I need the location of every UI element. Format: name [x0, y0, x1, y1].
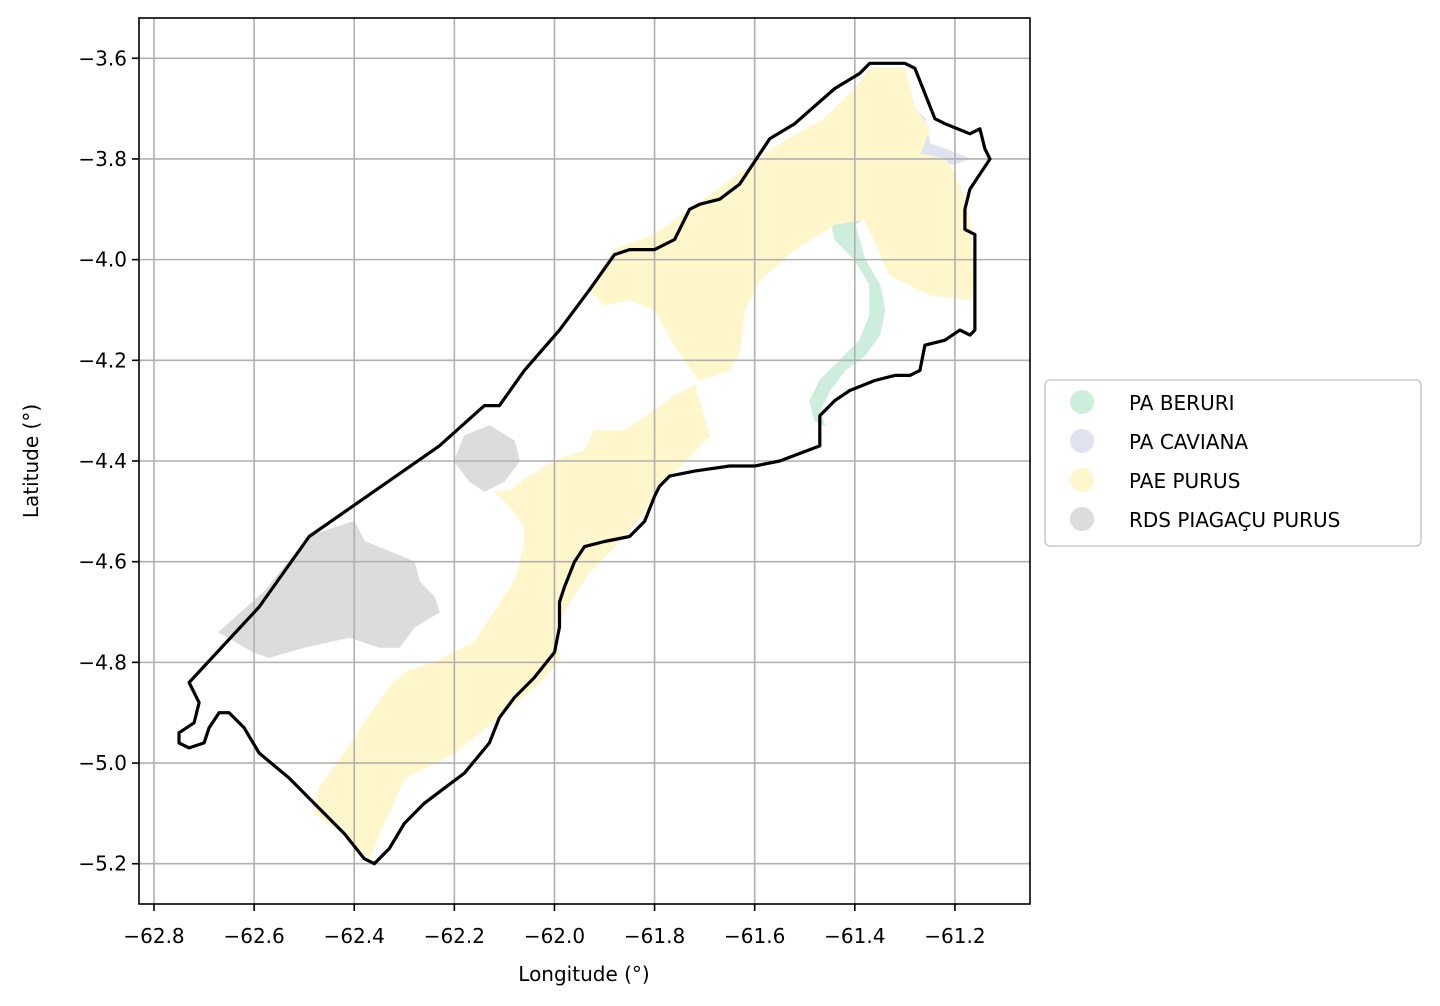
grid-layer: [139, 18, 1030, 904]
y-tick-label: −4.6: [78, 550, 127, 574]
legend: PA BERURI PA CAVIANA PAE PURUS RDS PIAGAÇU …: [1044, 379, 1422, 547]
x-tick-label: −62.2: [424, 924, 485, 948]
x-tick-label: −61.6: [724, 924, 785, 948]
y-tick-label: −3.6: [78, 46, 127, 70]
region-pa-beruri-0: [809, 213, 886, 427]
x-tick-label: −61.2: [924, 924, 985, 948]
y-axis: −3.6 −3.8 −4.0 −4.2 −4.4 −4.6 −4.8 −5.0 −5.2: [78, 46, 139, 876]
y-axis-title: Latitude (°): [19, 404, 43, 518]
y-tick-label: −4.0: [78, 248, 127, 272]
x-tick-label: −61.4: [824, 924, 885, 948]
legend-marker-pa-caviana: [1070, 429, 1094, 453]
y-tick-label: −4.8: [78, 650, 127, 674]
x-axis-title: Longitude (°): [518, 962, 649, 986]
y-tick-label: −5.0: [78, 751, 127, 775]
legend-marker-pa-beruri: [1070, 390, 1094, 414]
municipality-boundary: [177, 61, 992, 866]
legend-marker-pae-purus: [1070, 468, 1094, 492]
region-layer: [218, 67, 976, 860]
x-tick-label: −62.4: [324, 924, 385, 948]
boundary-layer: [177, 61, 992, 866]
y-tick-label: −4.2: [78, 348, 127, 372]
x-tick-label: −62.8: [123, 924, 184, 948]
legend-label-pa-caviana: PA CAVIANA: [1129, 430, 1248, 454]
y-tick-label: −4.4: [78, 449, 127, 473]
x-axis: −62.8 −62.6 −62.4 −62.2 −62.0 −61.8 −61.6 −61.4…: [123, 904, 986, 948]
legend-label-pa-beruri: PA BERURI: [1129, 391, 1235, 415]
legend-frame: [1044, 379, 1422, 547]
plot-area: [138, 17, 1031, 905]
x-tick-label: −62.0: [524, 924, 585, 948]
region-rds-piagacu-purus-0: [218, 520, 440, 658]
x-tick-label: −62.6: [223, 924, 284, 948]
y-tick-label: −3.8: [78, 147, 127, 171]
region-rds-piagacu-purus-1: [453, 425, 520, 492]
legend-label-pae-purus: PAE PURUS: [1129, 469, 1240, 493]
legend-marker-rds-piagacu-purus: [1070, 507, 1094, 531]
legend-label-rds-piagacu-purus: RDS PIAGAÇU PURUS: [1129, 508, 1340, 532]
x-tick-label: −61.8: [624, 924, 685, 948]
y-tick-label: −5.2: [78, 852, 127, 876]
